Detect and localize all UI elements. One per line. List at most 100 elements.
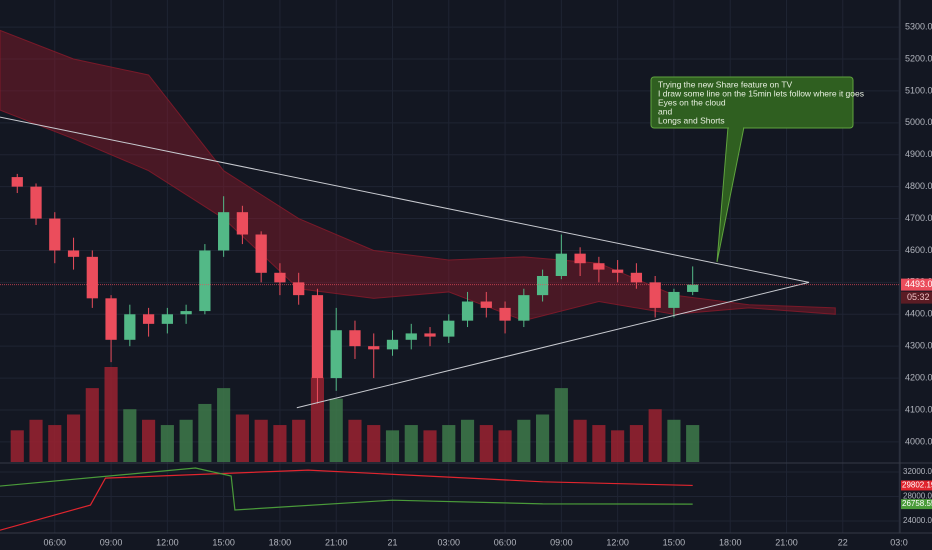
candle-body (67, 250, 80, 257)
candle-body (236, 212, 249, 235)
indicator-value-box (901, 480, 932, 491)
candle-body (612, 269, 624, 273)
trendline (296, 281, 810, 409)
volume-bar (48, 425, 62, 462)
volume-bar (629, 425, 643, 462)
indicator-value-label: 26758.55 (902, 499, 932, 508)
candle-body (668, 291, 680, 308)
volume-bar (686, 425, 700, 462)
x-tick-label: 06:00 (44, 537, 67, 547)
candle-body (105, 298, 117, 340)
candle-body (311, 295, 324, 379)
x-tick-label: 09:00 (550, 537, 573, 547)
candle-body (199, 250, 211, 312)
y-tick-label: 4700.0 (905, 213, 932, 223)
countdown-box (901, 291, 932, 304)
annotation-line: Eyes on the cloud (658, 97, 726, 107)
annotation-line: I draw some line on the 15min lets follo… (658, 88, 864, 98)
x-tick-label: 21:00 (325, 537, 348, 547)
axis-labels: 4000.04100.04200.04300.04400.04500.04600… (44, 21, 932, 547)
volume-bar (442, 425, 456, 462)
candle-body (124, 314, 136, 340)
indicator-value-box (901, 499, 932, 510)
volume-bar (536, 414, 550, 462)
candle-body (161, 314, 173, 324)
x-tick-label: 15:00 (212, 537, 235, 547)
y-tick-label: 4800.0 (905, 181, 932, 191)
volume-bar (273, 425, 287, 462)
y-tick-label: 4900.0 (905, 149, 932, 159)
volume-bar (460, 419, 475, 462)
volume-bar (254, 419, 268, 462)
indicator-line (0, 469, 693, 531)
volume-bar (310, 377, 325, 462)
annotation-line: and (658, 106, 672, 116)
annotation-line: Longs and Shorts (658, 115, 725, 125)
candle-body (443, 320, 455, 337)
x-tick-label: 22 (838, 537, 848, 547)
volume-bar (517, 419, 531, 462)
candle-body (180, 311, 192, 315)
volume-bar (85, 388, 99, 462)
volume-bar (29, 419, 43, 462)
candle-body (630, 272, 643, 283)
candle-body (218, 212, 230, 251)
volume-bar (123, 409, 137, 462)
last-price-label: 4493.0 (905, 279, 932, 289)
volume-bar (104, 367, 118, 462)
candle-body (518, 295, 530, 321)
candle-body (405, 333, 417, 340)
x-tick-label: 12:00 (156, 537, 179, 547)
volume-bar (235, 414, 249, 462)
volume-bar (198, 403, 212, 462)
trendline (0, 116, 810, 283)
y-tick-label: 4600.0 (905, 245, 932, 255)
volume (10, 367, 700, 462)
candle-body (536, 275, 549, 296)
y2-tick-label: 32000.00 (903, 467, 932, 476)
annotation-joint (729, 126, 743, 129)
annotation-box (650, 76, 854, 129)
candle-body (142, 314, 155, 324)
volume-bar (611, 430, 625, 462)
y-tick-label: 5200.0 (905, 53, 932, 63)
volume-bar (217, 388, 231, 462)
annotation: Trying the new Share feature on TV I dra… (650, 76, 864, 263)
countdown-label: 05:32 (907, 292, 930, 302)
indicator-value-label: 29802.19 (902, 481, 932, 490)
volume-bar (367, 425, 381, 462)
x-tick-label: 18:00 (719, 537, 742, 547)
volume-bar (385, 430, 400, 462)
candles (11, 173, 699, 404)
x-tick-label: 03:0 (890, 537, 908, 547)
volume-bar (498, 430, 512, 462)
candle-body (424, 333, 436, 337)
candle-body (11, 177, 23, 187)
volume-bar (179, 419, 193, 462)
candle-body (687, 284, 699, 292)
x-tick-label: 09:00 (100, 537, 123, 547)
candle-body (49, 218, 61, 251)
x-tick-label: 06:00 (494, 537, 517, 547)
candle-body (86, 256, 98, 299)
y-tick-label: 4200.0 (905, 372, 932, 382)
y-tick-label: 4400.0 (905, 309, 932, 319)
y-tick-label: 4100.0 (905, 404, 932, 414)
candle-body (255, 234, 267, 273)
candle-body (330, 330, 342, 379)
y-tick-label: 4300.0 (905, 341, 932, 351)
candle-body (499, 307, 511, 321)
x-tick-label: 21 (387, 537, 397, 547)
y-tick-label: 5100.0 (905, 85, 932, 95)
volume-bar (423, 430, 437, 462)
x-tick-label: 12:00 (606, 537, 629, 547)
candle-body (274, 272, 286, 283)
x-tick-label: 21:00 (775, 537, 798, 547)
x-tick-label: 03:00 (438, 537, 461, 547)
indicator-line (0, 467, 693, 511)
volume-bar (404, 425, 418, 462)
x-tick-label: 15:00 (663, 537, 686, 547)
y-tick-label: 5300.0 (905, 21, 932, 31)
volume-bar (667, 419, 681, 462)
